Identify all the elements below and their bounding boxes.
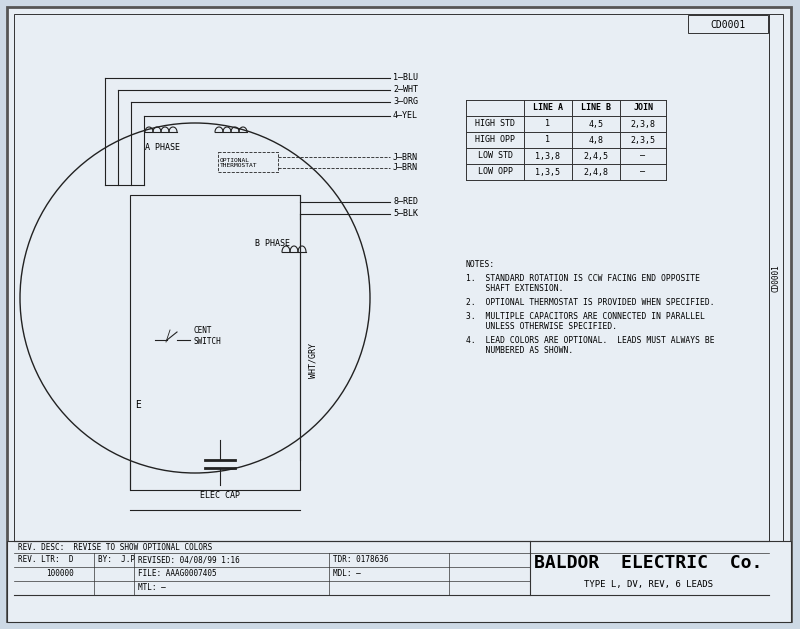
Text: 4,8: 4,8 <box>589 135 603 145</box>
Text: JOIN: JOIN <box>633 104 653 113</box>
Text: 2.  OPTIONAL THERMOSTAT IS PROVIDED WHEN SPECIFIED.: 2. OPTIONAL THERMOSTAT IS PROVIDED WHEN … <box>466 298 714 307</box>
Text: 1,3,5: 1,3,5 <box>535 167 561 177</box>
Text: 2,4,5: 2,4,5 <box>583 152 609 160</box>
Text: B PHASE: B PHASE <box>255 240 290 248</box>
Text: J–BRN: J–BRN <box>393 164 418 172</box>
Text: REV. DESC:  REVISE TO SHOW OPTIONAL COLORS: REV. DESC: REVISE TO SHOW OPTIONAL COLOR… <box>18 543 212 552</box>
Text: NUMBERED AS SHOWN.: NUMBERED AS SHOWN. <box>466 346 574 355</box>
Text: CENT
SWITCH: CENT SWITCH <box>193 326 221 346</box>
Text: –: – <box>641 152 646 160</box>
Text: 1: 1 <box>546 120 550 128</box>
Text: 2,3,8: 2,3,8 <box>630 120 655 128</box>
Text: WHT/GRY: WHT/GRY <box>308 343 317 377</box>
Text: LOW STD: LOW STD <box>478 152 513 160</box>
Text: 3.  MULTIPLE CAPACITORS ARE CONNECTED IN PARALLEL: 3. MULTIPLE CAPACITORS ARE CONNECTED IN … <box>466 312 705 321</box>
Text: 4–YEL: 4–YEL <box>393 111 418 121</box>
Text: E: E <box>135 400 141 410</box>
Text: BALDOR  ELECTRIC  Co.: BALDOR ELECTRIC Co. <box>534 554 762 572</box>
Text: LINE A: LINE A <box>533 104 563 113</box>
Text: CD0001: CD0001 <box>771 264 781 292</box>
Text: 4.  LEAD COLORS ARE OPTIONAL.  LEADS MUST ALWAYS BE: 4. LEAD COLORS ARE OPTIONAL. LEADS MUST … <box>466 336 714 345</box>
Text: NOTES:: NOTES: <box>466 260 495 269</box>
Bar <box>130 195 300 490</box>
Text: 8–RED: 8–RED <box>393 198 418 206</box>
Bar <box>769 14 783 541</box>
Text: HIGH STD: HIGH STD <box>475 120 515 128</box>
Bar <box>218 152 278 172</box>
Text: 1: 1 <box>546 135 550 145</box>
Text: SHAFT EXTENSION.: SHAFT EXTENSION. <box>466 284 563 293</box>
Text: 2,4,8: 2,4,8 <box>583 167 609 177</box>
Text: TYPE L, DV, REV, 6 LEADS: TYPE L, DV, REV, 6 LEADS <box>583 581 713 589</box>
Text: REVISED: 04/08/99 1:16: REVISED: 04/08/99 1:16 <box>138 555 240 564</box>
Text: 2,3,5: 2,3,5 <box>630 135 655 145</box>
Text: J–BRN: J–BRN <box>393 152 418 162</box>
Text: FILE: AAAG0007405: FILE: AAAG0007405 <box>138 569 217 579</box>
Text: 1,3,8: 1,3,8 <box>535 152 561 160</box>
Text: MTL: –: MTL: – <box>138 584 166 593</box>
Text: UNLESS OTHERWISE SPECIFIED.: UNLESS OTHERWISE SPECIFIED. <box>466 322 617 331</box>
Text: –: – <box>641 167 646 177</box>
Text: REV. LTR:  D: REV. LTR: D <box>18 555 74 564</box>
Text: CD0001: CD0001 <box>710 20 746 30</box>
Text: MDL: –: MDL: – <box>333 569 361 579</box>
Text: 5–BLK: 5–BLK <box>393 209 418 218</box>
Bar <box>7 541 791 622</box>
Text: A PHASE: A PHASE <box>145 143 180 152</box>
Text: LINE B: LINE B <box>581 104 611 113</box>
Text: 1–BLU: 1–BLU <box>393 74 418 82</box>
Text: 3–ORG: 3–ORG <box>393 97 418 106</box>
Text: 4,5: 4,5 <box>589 120 603 128</box>
Text: TDR: 0178636: TDR: 0178636 <box>333 555 389 564</box>
Text: 100000: 100000 <box>46 569 74 579</box>
Text: LOW OPP: LOW OPP <box>478 167 513 177</box>
Text: OPTIONAL
THERMOSTAT: OPTIONAL THERMOSTAT <box>220 158 258 169</box>
Text: ELEC CAP: ELEC CAP <box>200 491 240 499</box>
Text: 2–WHT: 2–WHT <box>393 86 418 94</box>
Text: HIGH OPP: HIGH OPP <box>475 135 515 145</box>
Text: 1.  STANDARD ROTATION IS CCW FACING END OPPOSITE: 1. STANDARD ROTATION IS CCW FACING END O… <box>466 274 700 283</box>
Text: BY:  J.P: BY: J.P <box>98 555 135 564</box>
Bar <box>688 15 768 33</box>
Bar <box>14 14 769 541</box>
